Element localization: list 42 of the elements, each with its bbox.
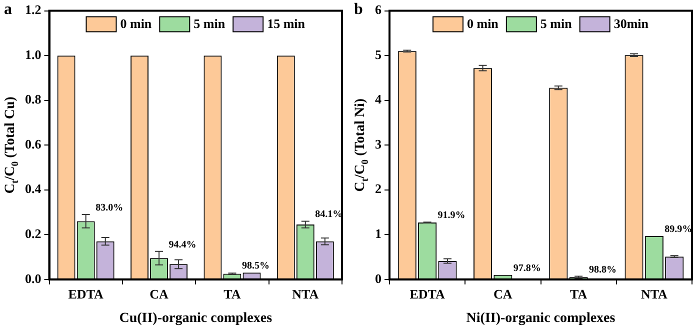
y-tick-label: 0.6 (25, 136, 42, 152)
y-tick-label: 3 (375, 136, 382, 152)
annotation: 91.9% (438, 210, 466, 222)
annotation: 98.8% (588, 264, 616, 276)
annotation: 89.9% (664, 224, 692, 235)
annotation: 84.1% (315, 209, 343, 220)
y-tick-label: 5 (375, 46, 382, 62)
x-tick-label: TA (570, 286, 588, 302)
x-tick-label: TA (224, 286, 242, 302)
x-tick-label: NTA (640, 286, 668, 302)
annotation: 83.0% (96, 202, 124, 214)
legend-label: 0 min (466, 16, 500, 32)
y-tick-label: 1.0 (25, 46, 42, 62)
annotation: 98.5% (242, 260, 270, 272)
y-axis-title: Ct/C0 (Total Ni) (353, 98, 372, 192)
y-tick-label: 0.4 (25, 181, 42, 196)
y-tick-label: 4 (375, 92, 382, 107)
chart-title: a (4, 1, 12, 18)
x-tick-label: CA (494, 286, 513, 302)
x-tick-label: EDTA (410, 286, 446, 302)
annotation: 97.8% (513, 262, 541, 274)
y-axis-title: Ct/C0 (Total Cu) (3, 96, 22, 194)
x-axis-title: Cu(II)-organic complexes (119, 311, 273, 326)
y-tick-label: 0.0 (25, 270, 42, 286)
x-tick-label: CA (150, 286, 170, 302)
y-tick-label: 1 (375, 226, 382, 241)
x-tick-label: EDTA (68, 286, 104, 302)
legend-label: 5 min (540, 16, 573, 32)
y-tick-label: 2 (375, 181, 382, 196)
legend-label: 15 min (267, 16, 306, 32)
annotation: 94.4% (168, 239, 196, 250)
legend-label: 30min (614, 16, 650, 32)
chart-title: b (354, 1, 363, 18)
x-axis-title: Ni(II)-organic complexes (466, 311, 616, 326)
legend-label: 5 min (194, 16, 226, 32)
y-tick-label: 1.2 (25, 2, 42, 18)
x-tick-label: NTA (292, 286, 320, 302)
y-tick-label: 0 (375, 270, 382, 286)
y-tick-label: 0.8 (25, 92, 42, 107)
y-tick-label: 6 (375, 2, 382, 18)
y-tick-label: 0.2 (25, 226, 42, 241)
legend-label: 0 min (120, 16, 152, 32)
